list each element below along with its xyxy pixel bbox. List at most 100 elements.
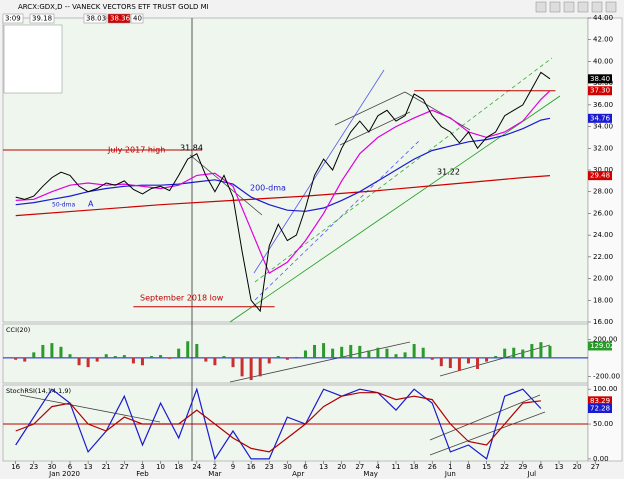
x-tick-label: 6 [303,463,308,471]
x-tick-label: 27 [355,463,364,471]
x-tick-label: 27 [120,463,129,471]
cci-bar [258,357,262,377]
cci-bar [50,343,54,358]
trendlines [19,18,561,461]
cci-bar [95,357,99,362]
cci-bar [466,357,470,364]
trendline [429,394,541,441]
cci-bar [385,348,389,358]
cci-bar [32,352,36,358]
icon[interactable] [535,1,547,13]
y-tick-label: 40.00 [593,57,613,65]
y-tick-label: 24.00 [593,231,613,239]
cci-bar [367,350,371,358]
cci-bar [476,357,480,369]
cci-bar [276,356,280,358]
cci-bar [267,357,271,364]
x-tick-label: 16 [247,463,256,471]
x-tick-label: 11 [392,463,401,471]
y-tick-label: 20.00 [593,275,613,283]
cci-bar [503,348,507,358]
x-tick-label: 26 [428,463,437,471]
cci-bar [439,357,443,367]
trendline [334,91,406,126]
cci-bar [457,357,461,371]
cci-bar [494,356,498,358]
y-tick-label: 36.00 [593,101,613,109]
cci-bar [376,347,380,358]
cci-panel [2,323,589,384]
cci-bar [113,356,117,358]
header-field: 40 [133,15,142,23]
toolbar-icons[interactable] [535,1,617,13]
cci-bar [349,344,353,358]
x-tick-label: 13 [84,463,93,471]
cci-bar [177,348,181,358]
month-label: Feb [136,470,149,478]
value-marker [588,404,612,414]
value-marker [588,341,612,351]
cci-bar [340,346,344,358]
x-tick-label: 22 [500,463,509,471]
x-tick-label: 20 [573,463,582,471]
series-line [15,71,551,313]
x-tick-label: 18 [410,463,419,471]
icon[interactable] [577,1,589,13]
y-tick-label: 18.00 [593,296,613,304]
value-marker [588,113,612,123]
cci-bar [222,356,226,358]
y-tick-label: 0.00 [593,455,609,463]
cci-bar [68,354,72,358]
cci-bar [195,344,199,358]
x-tick-label: 30 [47,463,56,471]
annotation: July 2017 high [107,146,165,155]
annotation: September 2018 low [140,294,224,303]
cci-bar [150,356,154,358]
y-tick-label: 32.00 [593,144,613,152]
series-line [15,117,551,212]
month-label: May [363,470,377,478]
header-box [29,13,55,24]
cci-bar [131,357,135,364]
x-tick-label: 13 [319,463,328,471]
cci-bar [104,354,108,358]
trendline [254,57,553,283]
header-box [2,13,24,24]
cci-bar [512,347,516,358]
annotation: 200-dma [250,184,286,193]
value-marker-label: 129.02 [590,342,615,350]
series-line [15,392,541,453]
x-tick-label: 6 [539,463,544,471]
cci-bar [412,344,416,358]
cci-bar [485,357,489,362]
chart-title: StochRSI(14,14,1,9) [6,387,71,395]
y-tick-label: 50.00 [593,420,613,428]
trendline [339,111,411,146]
cci-bar [41,344,45,358]
cci-bar [122,355,126,358]
month-label: Jan 2020 [48,470,80,478]
icon[interactable] [605,1,617,13]
header-field: 39.18 [32,15,52,23]
x-tick-label: 4 [376,463,381,471]
x-tick-label: 23 [265,463,274,471]
annotations: July 2017 high 31.84 200-dma 50-dma A Se… [52,144,460,303]
x-tick-label: 18 [174,463,183,471]
y-tick-label: 28.00 [593,188,613,196]
icon[interactable] [591,1,603,13]
trendline [254,139,421,301]
header-field: 38.03 [86,15,106,23]
y-tick-label: 34.00 [593,123,613,131]
icon[interactable] [549,1,561,13]
value-marker [588,86,612,96]
x-tick-label: 23 [29,463,38,471]
x-tick-label: 24 [192,463,201,471]
x-tick-label: 20 [337,463,346,471]
stoch-panel [2,384,589,462]
icon[interactable] [563,1,575,13]
value-marker-label: 72.28 [590,405,610,413]
x-tick-label: 13 [555,463,564,471]
cci-bar [294,356,298,358]
value-marker-label: 29.48 [590,172,610,180]
x-tick-label: 8 [466,463,470,471]
